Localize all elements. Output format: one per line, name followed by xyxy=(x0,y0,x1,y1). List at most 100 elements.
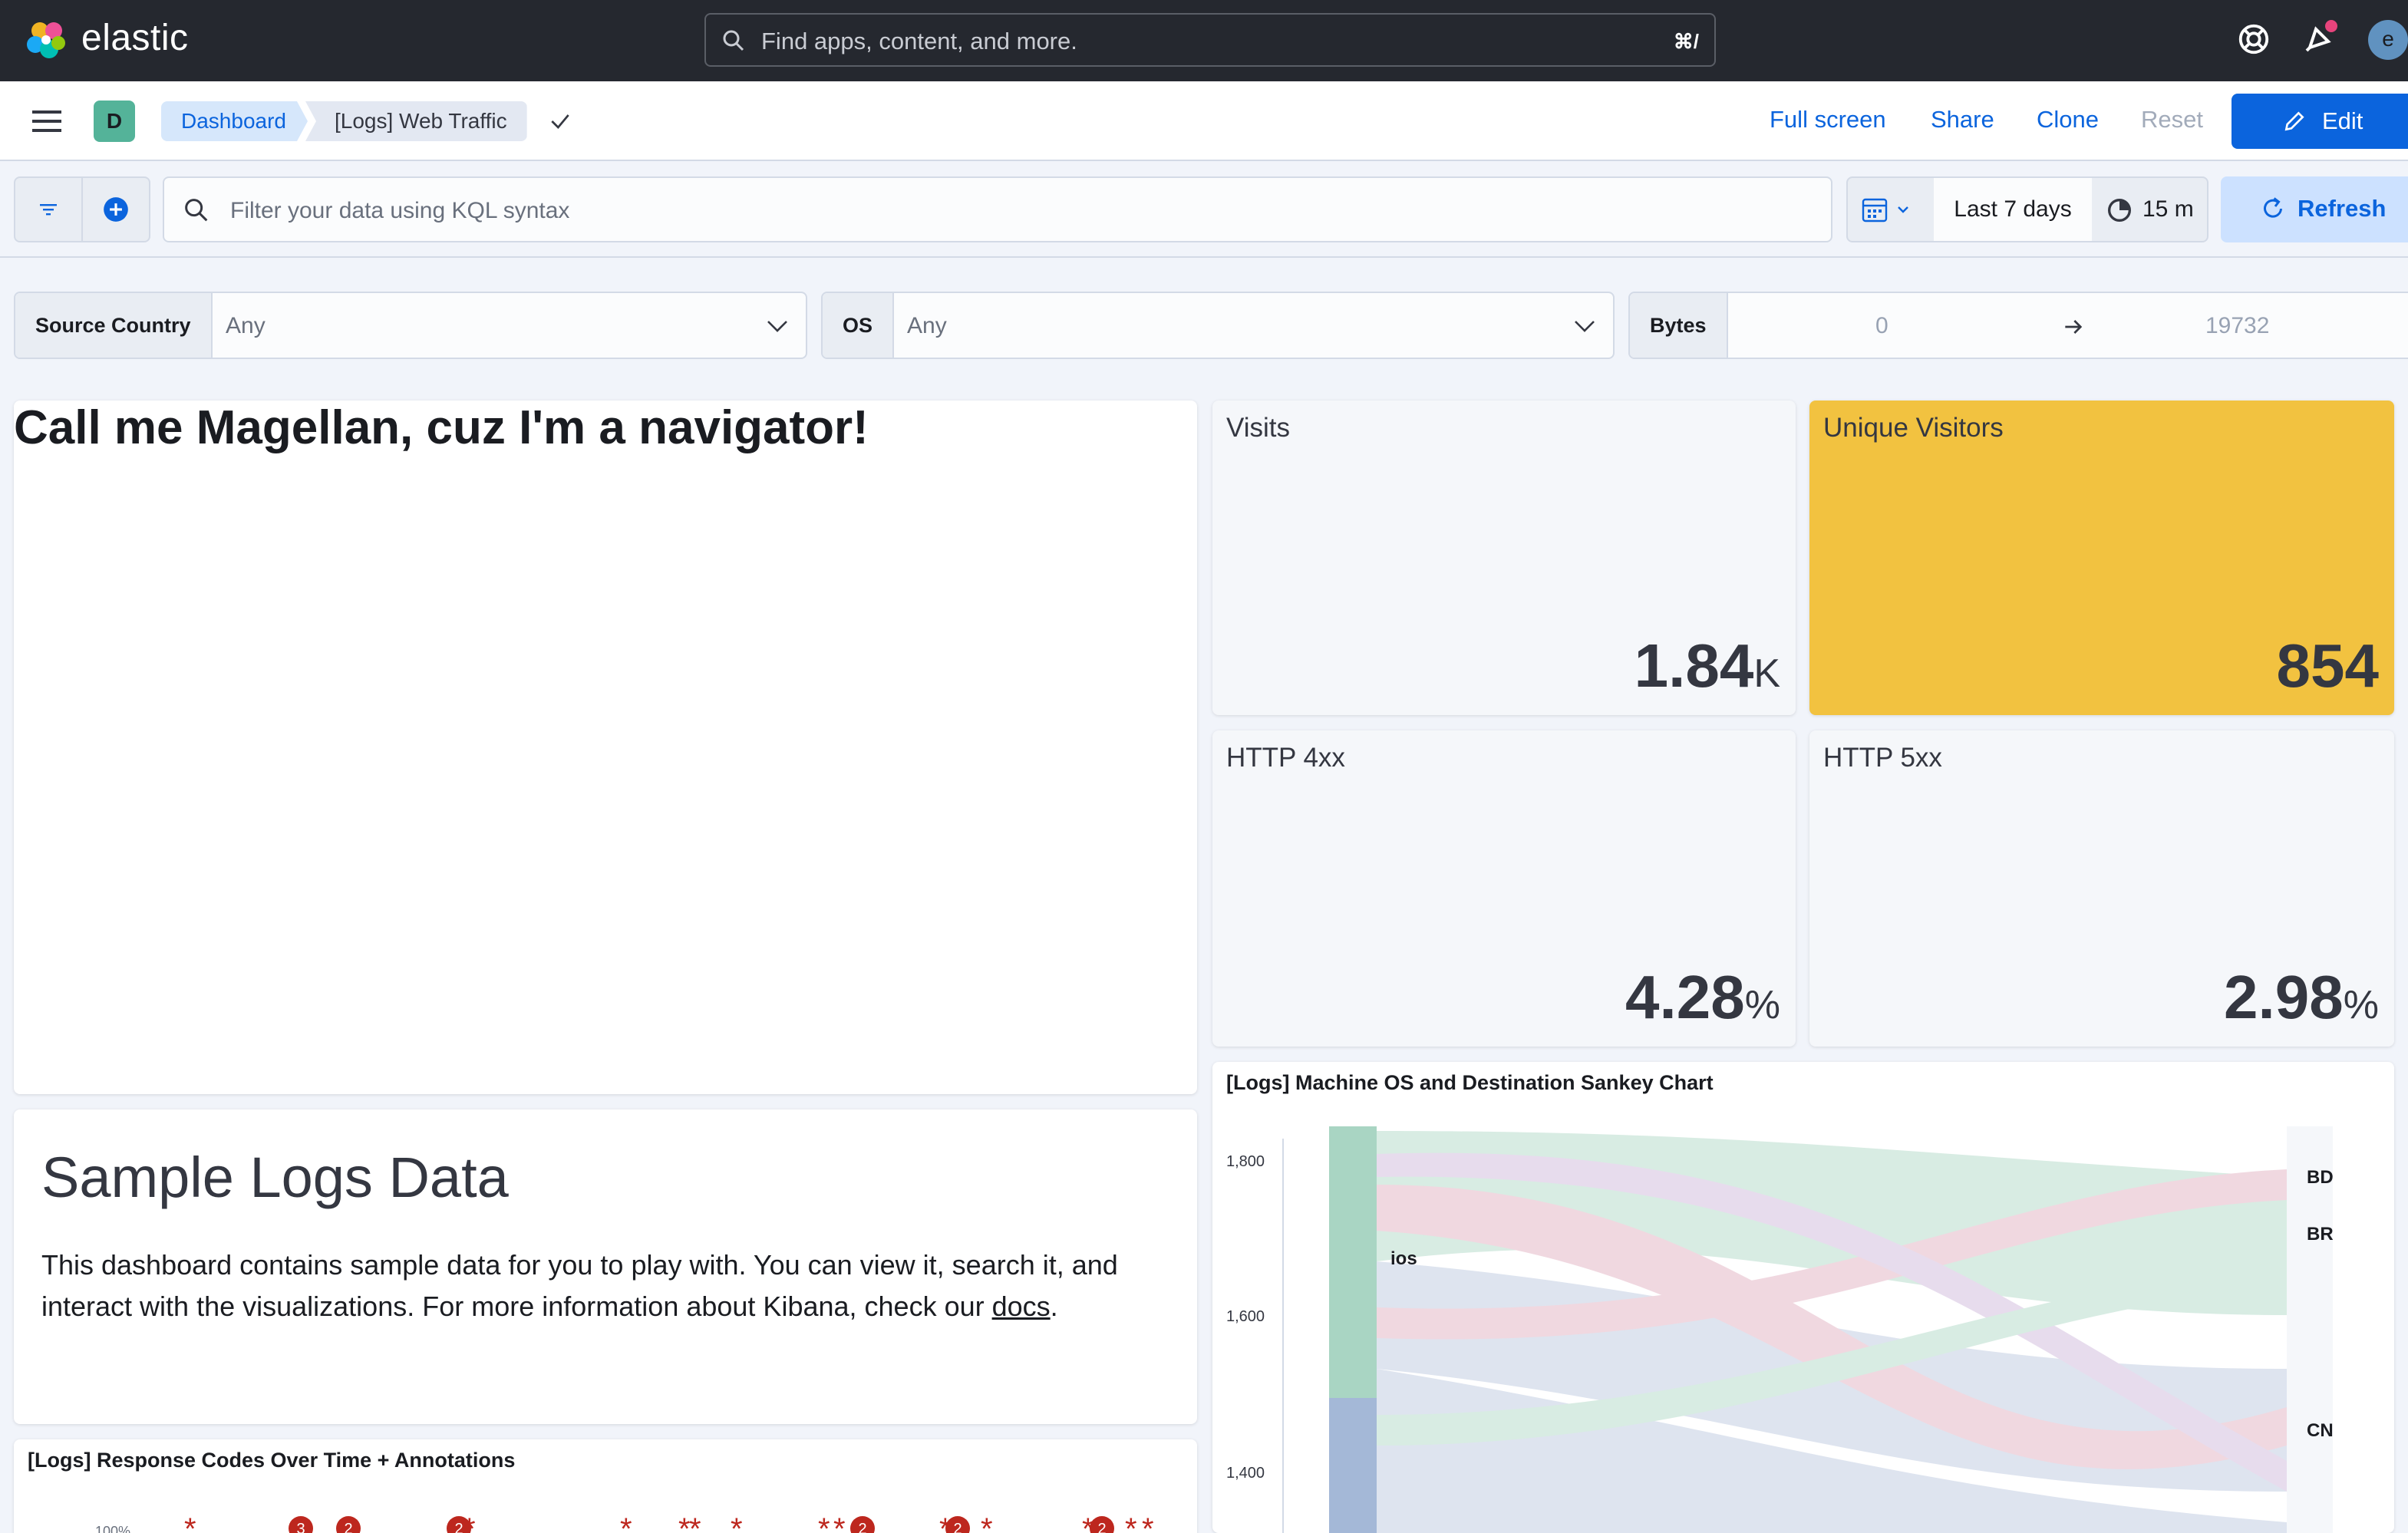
http5xx-number: 2.98 xyxy=(2224,963,2344,1031)
check-icon[interactable] xyxy=(548,109,572,134)
sankey-link xyxy=(1377,1369,2287,1533)
markdown-title: Call me Magellan, cuz I'm a navigator! xyxy=(14,401,869,454)
os-control[interactable]: OS Any xyxy=(821,292,1615,359)
search-icon xyxy=(723,30,744,51)
add-filter-icon[interactable] xyxy=(101,195,130,224)
sankey-flows xyxy=(1377,1131,2287,1533)
node-label-br: BR xyxy=(2307,1224,2334,1245)
markdown-panel: Call me Magellan, cuz I'm a navigator! xyxy=(14,401,1197,1094)
bytes-max-input[interactable]: 19732 xyxy=(2205,313,2270,338)
sankey-title: [Logs] Machine OS and Destination Sankey… xyxy=(1226,1071,1714,1094)
sankey-right-column xyxy=(2287,1126,2333,1533)
global-search-placeholder: Find apps, content, and more. xyxy=(761,28,1077,54)
docs-link[interactable]: docs xyxy=(991,1291,1051,1322)
calendar-icon xyxy=(1862,198,1908,223)
source-country-label: Source Country xyxy=(15,293,213,358)
refresh-button[interactable]: Refresh xyxy=(2221,176,2408,242)
http5xx-metric-panel: HTTP 5xx 2.98% xyxy=(1809,730,2394,1047)
visits-metric-panel: Visits 1.84K xyxy=(1212,401,1796,715)
bytes-range-control[interactable]: Bytes 0 19732 xyxy=(1628,292,2408,359)
filter-menu-icon[interactable] xyxy=(38,199,58,219)
elastic-logo-icon[interactable] xyxy=(25,18,69,63)
logo-text: elastic xyxy=(81,18,189,58)
edit-button[interactable]: Edit xyxy=(2232,94,2408,149)
reset-button[interactable]: Reset xyxy=(2141,106,2203,133)
annotation-count: 2 xyxy=(454,1521,463,1533)
unique-visitors-value: 854 xyxy=(2276,631,2379,700)
unique-visitors-metric-panel: Unique Visitors 854 xyxy=(1809,401,2394,715)
annotation-star: * xyxy=(689,1512,701,1533)
sankey-link xyxy=(1377,1152,2287,1492)
user-avatar[interactable]: e xyxy=(2368,20,2408,60)
sankey-chart: 1,800 1,600 1,400 ios BD BR CN xyxy=(1226,1126,2334,1533)
annotation-star: * xyxy=(833,1512,846,1533)
sample-logs-panel: Sample Logs Data This dashboard contains… xyxy=(14,1109,1197,1424)
newsfeed-icon[interactable] xyxy=(2301,17,2340,57)
clone-button[interactable]: Clone xyxy=(2037,106,2099,133)
response-codes-panel: [Logs] Response Codes Over Time + Annota… xyxy=(14,1439,1197,1533)
http4xx-metric-panel: HTTP 4xx 4.28% xyxy=(1212,730,1796,1047)
annotation-count: 2 xyxy=(858,1521,866,1533)
global-search-input[interactable]: Find apps, content, and more. ⌘/ xyxy=(704,13,1716,67)
annotation-star: * xyxy=(981,1512,993,1533)
http4xx-number: 4.28 xyxy=(1625,963,1745,1031)
annotation-star: * xyxy=(1125,1512,1137,1533)
node-label-bd: BD xyxy=(2307,1167,2334,1188)
sankey-panel: [Logs] Machine OS and Destination Sankey… xyxy=(1212,1062,2394,1533)
annotation-star: * xyxy=(1142,1512,1154,1533)
os-value: Any xyxy=(907,313,947,338)
annotation-count: 2 xyxy=(1097,1521,1106,1533)
http4xx-unit: % xyxy=(1744,983,1780,1027)
http4xx-label: HTTP 4xx xyxy=(1226,743,1345,773)
bytes-min-input[interactable]: 0 xyxy=(1875,313,1888,338)
annotation-count: 3 xyxy=(296,1521,305,1533)
annotation-badges: 3 2 2 2 2 2 xyxy=(289,1516,1114,1533)
node-label-ios: ios xyxy=(1390,1248,1417,1269)
visits-unit: K xyxy=(1753,651,1780,696)
annotation-star: * xyxy=(620,1512,632,1533)
visits-number: 1.84 xyxy=(1634,631,1754,700)
filter-divider xyxy=(81,178,83,241)
y-tick-label: 1,800 xyxy=(1226,1153,1265,1170)
arrow-right-icon xyxy=(2065,320,2083,334)
refresh-interval-value[interactable]: 15 m xyxy=(2142,196,2194,222)
sample-logs-text: This dashboard contains sample data for … xyxy=(41,1249,1118,1322)
breadcrumb-dashboard[interactable]: Dashboard xyxy=(161,101,308,141)
pencil-icon xyxy=(2284,111,2304,131)
response-codes-title: [Logs] Response Codes Over Time + Annota… xyxy=(28,1449,516,1472)
kql-query-input[interactable]: Filter your data using KQL syntax xyxy=(163,176,1832,242)
date-picker: Last 7 days 15 m xyxy=(1846,176,2208,242)
filter-controls xyxy=(14,176,150,242)
sankey-node-ios xyxy=(1329,1126,1377,1398)
annotation-count: 2 xyxy=(344,1521,352,1533)
sample-logs-tail: . xyxy=(1050,1291,1058,1322)
kql-placeholder: Filter your data using KQL syntax xyxy=(230,198,570,223)
y-tick-label: 1,400 xyxy=(1226,1465,1265,1482)
node-label-cn: CN xyxy=(2307,1420,2334,1441)
share-button[interactable]: Share xyxy=(1931,106,1994,133)
annotation-count: 2 xyxy=(953,1521,962,1533)
refresh-interval-icon[interactable] xyxy=(2104,195,2135,226)
help-icon[interactable] xyxy=(2236,21,2271,57)
chevron-down-icon xyxy=(767,321,787,332)
source-country-control[interactable]: Source Country Any xyxy=(14,292,807,359)
y-tick-label: 1,600 xyxy=(1226,1308,1265,1325)
http4xx-value: 4.28% xyxy=(1625,962,1780,1033)
quick-menu-button[interactable] xyxy=(1862,195,1917,229)
space-avatar[interactable]: D xyxy=(94,101,135,142)
query-bar-divider xyxy=(0,256,2408,258)
sankey-link xyxy=(1377,1261,2287,1446)
search-shortcut: ⌘/ xyxy=(1673,30,1699,53)
response-codes-chart: 100% * * * * * * * * * * * * * 3 2 2 2 2… xyxy=(95,1512,1154,1533)
unique-visitors-label: Unique Visitors xyxy=(1823,413,2004,443)
full-screen-button[interactable]: Full screen xyxy=(1770,106,1886,133)
bytes-label: Bytes xyxy=(1630,293,1728,358)
http5xx-label: HTTP 5xx xyxy=(1823,743,1942,773)
sample-logs-description: This dashboard contains sample data for … xyxy=(41,1245,1192,1327)
sample-logs-heading: Sample Logs Data xyxy=(41,1146,509,1209)
sankey-node-other xyxy=(1329,1398,1377,1533)
time-range-button[interactable]: Last 7 days xyxy=(1934,178,2092,241)
refresh-label: Refresh xyxy=(2297,195,2387,222)
menu-icon[interactable] xyxy=(32,108,61,134)
search-icon xyxy=(185,199,208,222)
